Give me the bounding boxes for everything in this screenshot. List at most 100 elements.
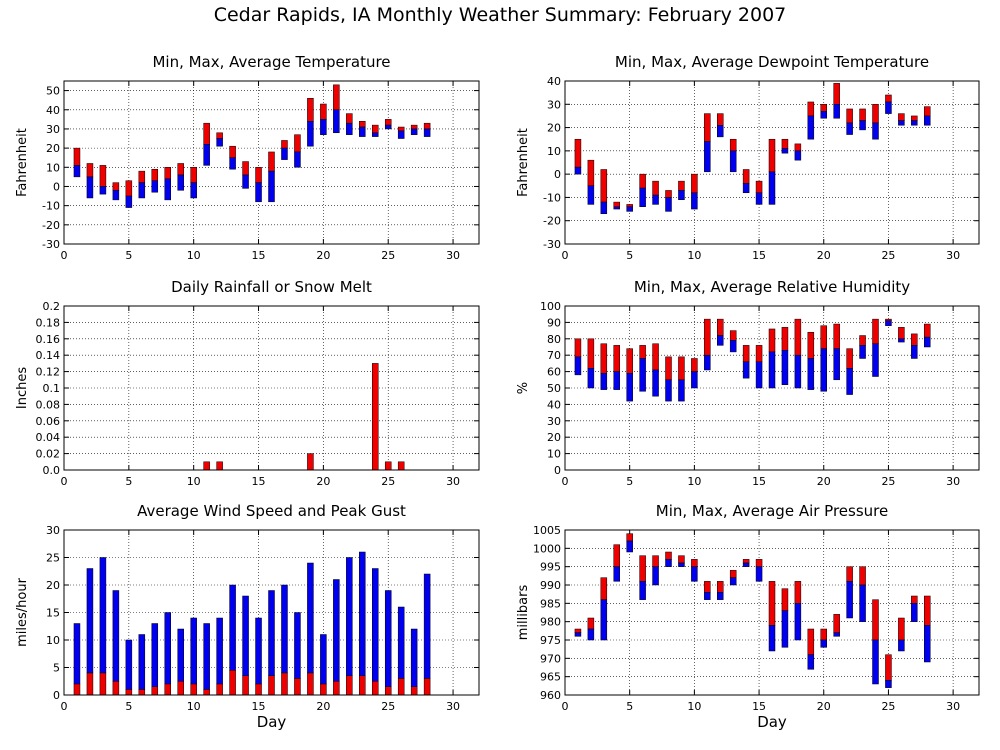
bar-max-segment bbox=[729, 570, 737, 578]
bar-min-segment bbox=[281, 147, 288, 160]
bar-min-segment bbox=[665, 197, 672, 212]
plot-frame bbox=[63, 529, 480, 696]
bar-min-segment bbox=[652, 369, 659, 397]
x-axis-label: Day bbox=[757, 713, 787, 731]
bar-min-segment bbox=[794, 150, 802, 161]
y-tick-label: 90 bbox=[547, 316, 561, 329]
bar-max-segment bbox=[574, 628, 582, 633]
bar-min-segment bbox=[820, 111, 827, 119]
bar-min-segment bbox=[717, 592, 724, 600]
bar-min-segment bbox=[112, 190, 120, 201]
bar-min-segment bbox=[652, 566, 659, 586]
x-tick-label: 25 bbox=[381, 475, 395, 488]
y-tick-label: 10 bbox=[547, 145, 561, 158]
y-axis-label: Inches bbox=[15, 367, 30, 409]
y-tick-label: -10 bbox=[543, 191, 561, 204]
bar-max-segment bbox=[768, 581, 776, 626]
bar-min-segment bbox=[268, 170, 275, 203]
bar-max-segment bbox=[781, 588, 789, 611]
bar-max-segment bbox=[626, 533, 633, 542]
bar-min-segment bbox=[678, 562, 685, 567]
y-tick-label: 0 bbox=[554, 168, 561, 181]
bar-min-segment bbox=[859, 584, 866, 622]
bar-min-segment bbox=[613, 371, 620, 390]
y-axis-label: millibars bbox=[516, 585, 531, 641]
x-tick-label: 0 bbox=[61, 700, 68, 713]
bar-min-segment bbox=[704, 592, 711, 600]
bar-min-segment bbox=[177, 174, 184, 191]
bar-min-segment bbox=[639, 358, 646, 392]
bar-min-segment bbox=[216, 138, 223, 147]
x-tick-label: 10 bbox=[187, 249, 201, 262]
x-tick-label: 20 bbox=[316, 249, 330, 262]
y-tick-label: -20 bbox=[543, 215, 561, 228]
y-tick-label: 0 bbox=[554, 464, 561, 477]
bar-min-segment bbox=[833, 632, 840, 637]
x-tick-label: 30 bbox=[446, 700, 460, 713]
bar-min-segment bbox=[742, 562, 750, 567]
bar-min-segment bbox=[333, 109, 340, 134]
bar-min-segment bbox=[691, 371, 698, 389]
bar-min-segment bbox=[924, 115, 931, 126]
bar-min-segment bbox=[820, 348, 827, 392]
y-tick-label: 0.0 bbox=[43, 464, 61, 477]
bar-max-segment bbox=[691, 559, 698, 567]
y-axis-label: Fahrenheit bbox=[516, 128, 531, 197]
bar-min-segment bbox=[294, 151, 301, 168]
chart-title: Min, Max, Average Temperature bbox=[152, 53, 390, 71]
x-tick-label: 5 bbox=[125, 700, 132, 713]
y-tick-label: 1000 bbox=[533, 542, 561, 555]
y-tick-label: 10 bbox=[46, 634, 60, 647]
y-tick-label: 995 bbox=[540, 561, 561, 574]
y-tick-label: 965 bbox=[540, 671, 561, 684]
bar-min-segment bbox=[872, 122, 879, 140]
bar-min-segment bbox=[587, 628, 595, 641]
y-tick-label: 20 bbox=[547, 431, 561, 444]
bar-max-segment bbox=[859, 566, 866, 586]
x-tick-label: 10 bbox=[187, 700, 201, 713]
y-tick-label: 20 bbox=[46, 142, 60, 155]
bar-min-segment bbox=[99, 186, 107, 195]
bar-min-segment bbox=[320, 119, 327, 135]
bar-min-segment bbox=[691, 192, 698, 210]
x-tick-label: 15 bbox=[752, 475, 766, 488]
y-tick-label: 975 bbox=[540, 634, 561, 647]
x-tick-label: 25 bbox=[381, 249, 395, 262]
bar-min-segment bbox=[626, 540, 633, 553]
bar-min-segment bbox=[423, 128, 431, 137]
y-tick-label: 0.04 bbox=[36, 431, 61, 444]
bar-max-segment bbox=[807, 628, 815, 655]
bar-min-segment bbox=[859, 120, 866, 131]
bar-min-segment bbox=[807, 358, 815, 390]
bar-max-segment bbox=[678, 555, 685, 564]
y-tick-label: 5 bbox=[53, 662, 60, 675]
bar-min-segment bbox=[639, 187, 646, 207]
bar-min-segment bbox=[755, 361, 763, 389]
bar-min-segment bbox=[729, 577, 737, 586]
bar-min-segment bbox=[600, 201, 608, 214]
x-tick-label: 0 bbox=[562, 700, 569, 713]
bar-min-segment bbox=[384, 124, 392, 130]
bar-min-segment bbox=[872, 639, 879, 685]
y-tick-label: 15 bbox=[46, 607, 60, 620]
bar-min-segment bbox=[626, 206, 633, 212]
y-tick-label: 50 bbox=[547, 382, 561, 395]
y-tick-label: 20 bbox=[547, 122, 561, 135]
bar-min-segment bbox=[742, 183, 750, 194]
y-tick-label: 30 bbox=[46, 524, 60, 537]
bar-min-segment bbox=[410, 128, 418, 135]
y-tick-label: 100 bbox=[540, 300, 561, 313]
bar-min-segment bbox=[729, 340, 737, 353]
bar-min-segment bbox=[125, 195, 133, 208]
x-tick-label: 25 bbox=[381, 700, 395, 713]
y-tick-label: 980 bbox=[540, 616, 561, 629]
x-tick-label: 10 bbox=[687, 700, 701, 713]
bar-min-segment bbox=[307, 121, 314, 147]
y-tick-label: 10 bbox=[547, 448, 561, 461]
x-tick-label: 20 bbox=[817, 475, 831, 488]
bar-min-segment bbox=[587, 185, 595, 205]
bar-min-segment bbox=[359, 126, 366, 137]
y-tick-label: 70 bbox=[547, 349, 561, 362]
y-tick-label: 25 bbox=[46, 552, 60, 565]
x-tick-label: 10 bbox=[687, 249, 701, 262]
